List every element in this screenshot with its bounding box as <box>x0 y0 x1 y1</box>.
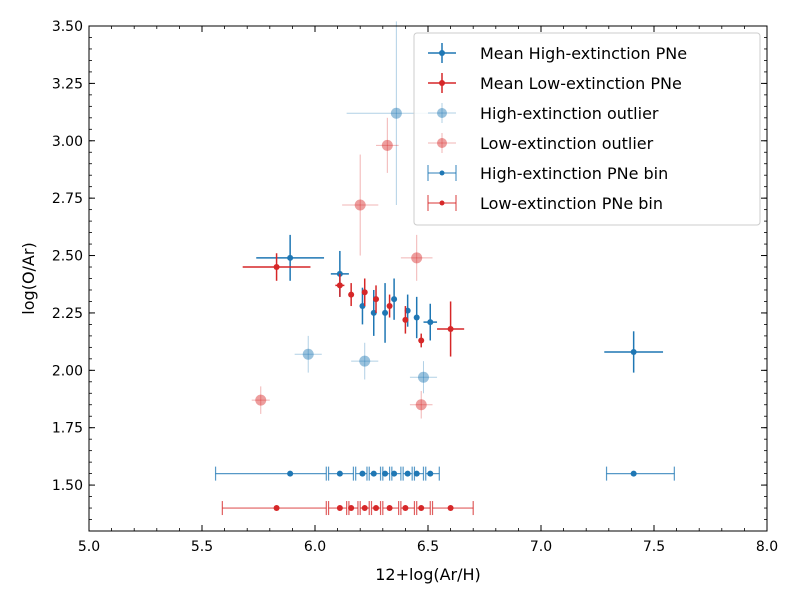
legend-handle-marker <box>437 108 447 118</box>
legend-entry-4: High-extinction PNe bin <box>427 164 668 183</box>
outlier-point <box>354 199 366 211</box>
mean-point <box>391 296 398 303</box>
mean-point <box>373 296 380 303</box>
mean-point <box>359 303 366 310</box>
legend-entry-1: Mean Low-extinction PNe <box>428 73 682 93</box>
bin-center-point <box>404 470 411 477</box>
bin-center-point <box>359 470 366 477</box>
mean-point <box>386 303 393 310</box>
mean-point <box>402 316 409 323</box>
plot-area <box>214 21 675 516</box>
mean-point <box>404 307 411 314</box>
axis-ticks: 5.0 5.5 6.0 6.5 7.0 7.5 8.0 1.50 1.75 2.00 2.25 2.5… <box>52 19 778 555</box>
y-tick-label: 2.75 <box>52 191 83 207</box>
bin-center-point <box>287 470 294 477</box>
series-4 <box>214 466 675 481</box>
bin-center-point <box>391 470 398 477</box>
mean-point <box>447 326 454 332</box>
series-0 <box>256 234 664 373</box>
legend-label: Mean Low-extinction PNe <box>480 74 682 93</box>
y-tick-label: 3.25 <box>52 76 83 92</box>
legend-label: High-extinction outlier <box>480 104 659 123</box>
mean-point <box>382 309 389 316</box>
bin-center-point <box>418 505 425 512</box>
x-tick-label: 7.0 <box>530 539 552 555</box>
y-tick-label: 1.75 <box>52 421 83 437</box>
x-tick-label: 5.0 <box>78 539 100 555</box>
legend-handle-marker <box>437 138 447 148</box>
series-2 <box>294 21 447 394</box>
legend-entry-3: Low-extinction outlier <box>428 133 654 153</box>
mean-point <box>427 319 434 326</box>
mean-point <box>361 289 368 296</box>
y-tick-label: 3.00 <box>52 134 83 150</box>
outlier-point <box>411 252 423 264</box>
y-tick-label: 2.25 <box>52 306 83 322</box>
outlier-point <box>415 399 427 411</box>
y-tick-label: 3.50 <box>52 19 83 35</box>
legend-handle-marker <box>439 50 445 56</box>
legend-handle-marker <box>439 170 445 176</box>
legend-box <box>413 32 761 226</box>
outlier-point <box>255 394 267 406</box>
legend-entry-5: Low-extinction PNe bin <box>427 194 663 213</box>
legend-label: High-extinction PNe bin <box>480 164 668 183</box>
x-tick-label: 8.0 <box>756 539 778 555</box>
legend-handle-marker <box>439 80 445 86</box>
bin-center-point <box>386 505 393 512</box>
bin-center-point <box>402 505 409 512</box>
outlier-point <box>302 348 314 360</box>
bin-center-point <box>348 505 355 512</box>
legend-entry-0: Mean High-extinction PNe <box>428 43 687 63</box>
outlier-point <box>359 355 371 367</box>
bin-center-point <box>630 470 637 477</box>
x-tick-label: 5.5 <box>191 539 213 555</box>
bin-center-point <box>361 505 368 512</box>
legend-entry-2: High-extinction outlier <box>428 103 659 123</box>
series-3 <box>251 117 433 419</box>
legend-handle-marker <box>439 200 445 206</box>
y-axis-label: log(O/Ar) <box>19 242 38 314</box>
mean-point <box>273 264 280 271</box>
x-tick-label: 6.5 <box>417 539 439 555</box>
bin-center-point <box>370 470 377 477</box>
bin-center-point <box>427 470 434 477</box>
y-tick-label: 2.50 <box>52 249 83 265</box>
y-tick-label: 2.00 <box>52 363 83 379</box>
mean-point <box>418 337 425 344</box>
outlier-point <box>390 107 402 119</box>
mean-point <box>348 291 355 298</box>
x-tick-label: 7.5 <box>643 539 665 555</box>
bin-center-point <box>373 505 380 512</box>
bin-center-point <box>336 470 343 477</box>
y-tick-label: 1.50 <box>52 478 83 494</box>
legend: Mean High-extinction PNe Mean Low-extinct… <box>413 32 761 226</box>
legend-label: Low-extinction PNe bin <box>480 194 663 213</box>
bin-center-point <box>447 505 454 512</box>
legend-label: Low-extinction outlier <box>480 134 654 153</box>
x-axis-label: 12+log(Ar/H) <box>375 565 481 584</box>
legend-label: Mean High-extinction PNe <box>480 44 687 63</box>
mean-point <box>370 309 377 316</box>
bin-center-point <box>382 470 389 477</box>
series-5 <box>221 501 474 516</box>
bin-center-point <box>273 505 280 512</box>
bin-center-point <box>413 470 420 477</box>
outlier-point <box>417 371 429 383</box>
mean-point <box>287 254 294 261</box>
mean-point <box>336 282 343 289</box>
bin-center-point <box>336 505 343 512</box>
series-1 <box>242 253 465 357</box>
mean-point <box>630 348 637 355</box>
outlier-point <box>381 139 393 151</box>
mean-point <box>413 314 420 321</box>
x-tick-label: 6.0 <box>304 539 326 555</box>
